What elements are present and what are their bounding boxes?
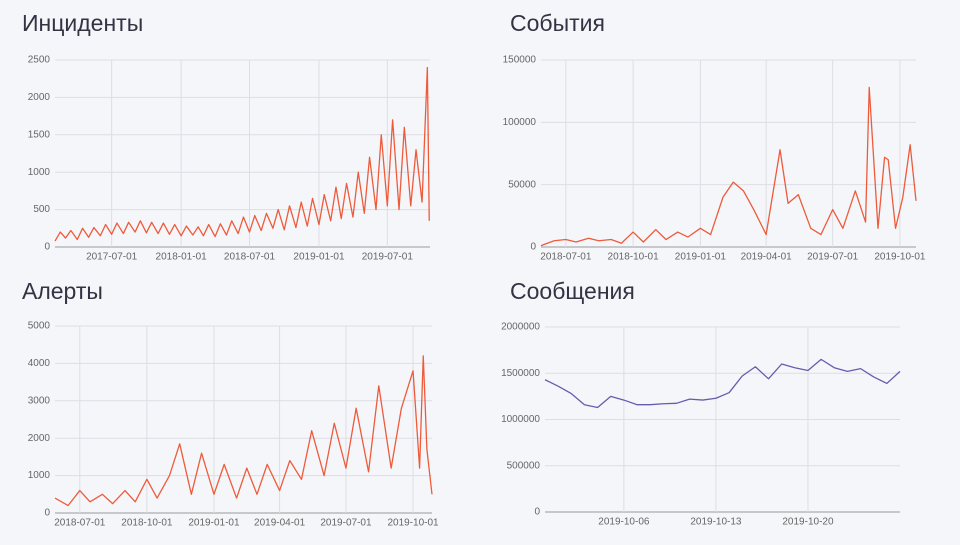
x-tick-label: 2019-04-01 xyxy=(741,252,793,263)
x-tick-label: 2018-01-01 xyxy=(156,252,208,263)
x-tick-label: 2019-07-01 xyxy=(362,252,414,263)
y-tick-label: 2500 xyxy=(28,55,51,66)
y-tick-label: 500000 xyxy=(507,460,541,471)
y-tick-label: 1500000 xyxy=(501,368,540,379)
y-tick-label: 4000 xyxy=(28,358,51,369)
x-tick-label: 2019-07-01 xyxy=(807,252,859,263)
x-tick-label: 2019-10-20 xyxy=(782,517,834,528)
x-tick-label: 2019-10-01 xyxy=(874,252,926,263)
y-tick-label: 0 xyxy=(530,242,536,253)
y-tick-label: 2000000 xyxy=(501,322,540,333)
y-tick-label: 150000 xyxy=(503,55,537,66)
x-tick-label: 2019-01-01 xyxy=(675,252,727,263)
y-tick-label: 0 xyxy=(534,507,540,518)
data-line xyxy=(54,355,433,507)
x-tick-label: 2019-10-13 xyxy=(690,517,742,528)
y-tick-label: 1000000 xyxy=(501,414,540,425)
x-tick-label: 2019-10-06 xyxy=(598,517,650,528)
chart-title: Сообщения xyxy=(510,278,635,304)
x-tick-label: 2018-07-01 xyxy=(224,252,276,263)
x-tick-label: 2018-10-01 xyxy=(608,252,660,263)
x-tick-label: 2018-10-01 xyxy=(121,518,173,529)
x-tick-label: 2018-07-01 xyxy=(54,518,106,529)
y-tick-label: 2000 xyxy=(28,92,51,103)
x-tick-label: 2017-07-01 xyxy=(86,252,138,263)
y-tick-label: 3000 xyxy=(28,395,51,406)
x-tick-label: 2019-04-01 xyxy=(254,518,306,529)
y-tick-label: 500 xyxy=(33,204,50,215)
y-tick-label: 100000 xyxy=(503,117,537,128)
x-tick-label: 2019-01-01 xyxy=(293,252,345,263)
x-tick-label: 2018-07-01 xyxy=(540,252,592,263)
y-tick-label: 0 xyxy=(44,242,50,253)
data-line xyxy=(544,358,901,409)
y-tick-label: 50000 xyxy=(508,179,536,190)
y-tick-label: 1500 xyxy=(28,129,51,140)
x-tick-label: 2019-07-01 xyxy=(320,518,372,529)
data-line xyxy=(54,66,430,242)
y-tick-label: 5000 xyxy=(28,321,51,332)
y-tick-label: 0 xyxy=(44,508,50,519)
chart-title: Инциденты xyxy=(22,10,143,36)
y-tick-label: 1000 xyxy=(28,167,51,178)
chart-title: События xyxy=(510,10,605,36)
x-tick-label: 2019-01-01 xyxy=(188,518,240,529)
chart-title: Алерты xyxy=(22,278,103,304)
data-line xyxy=(540,86,917,247)
x-tick-label: 2019-10-01 xyxy=(387,518,439,529)
y-tick-label: 2000 xyxy=(28,433,51,444)
y-tick-label: 1000 xyxy=(28,470,51,481)
